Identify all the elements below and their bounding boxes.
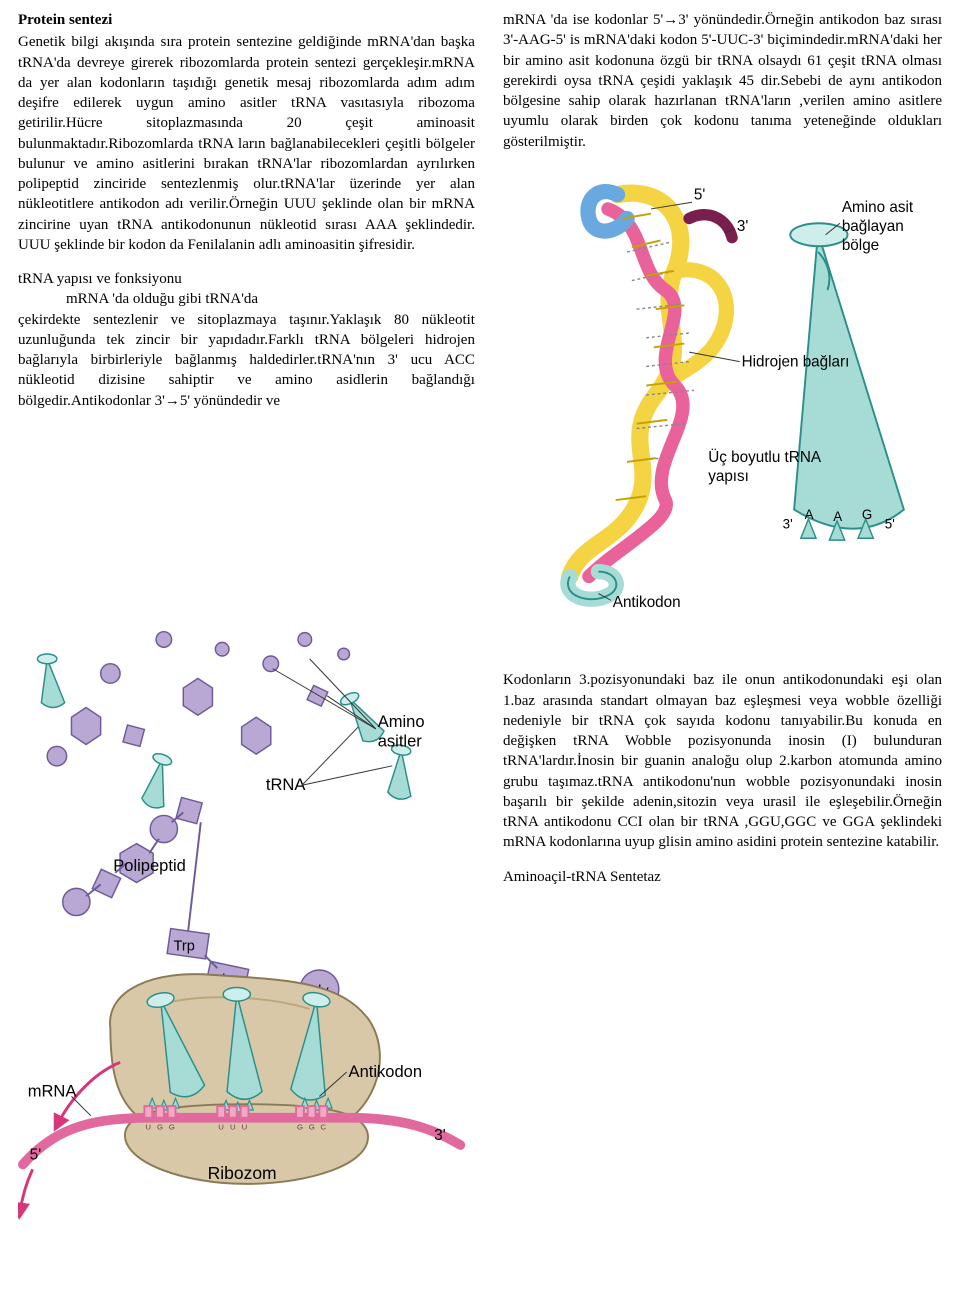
lbl-mrna: mRNA bbox=[28, 1082, 77, 1101]
lbl-3d-1: Üç boyutlu tRNA bbox=[708, 448, 822, 466]
lbl-antikodon: Antikodon bbox=[349, 1062, 422, 1081]
lbl-amino-1: Amino bbox=[378, 712, 425, 731]
svg-ribosome: Trp Phe Gly bbox=[18, 620, 475, 1223]
amino-binding-cone-icon: A A G 3' 5' bbox=[783, 223, 904, 540]
svg-text:U: U bbox=[230, 1123, 236, 1132]
lbl-5: 5' bbox=[30, 1147, 42, 1164]
para-right-2: Kodonların 3.pozisyonundaki baz ile onun… bbox=[503, 670, 942, 852]
lbl-polypeptid: Polipeptid bbox=[113, 856, 186, 875]
left-column: Protein sentezi Genetik bilgi akışında s… bbox=[18, 10, 475, 614]
svg-text:U: U bbox=[242, 1123, 248, 1132]
lbl-3: 3' bbox=[434, 1127, 446, 1144]
figure-trna-structure: A A G 3' 5' 5' 3' Amino asit bağlayan bö… bbox=[503, 166, 942, 615]
lbl-trna: tRNA bbox=[266, 775, 305, 794]
lbl-aminosite-1: Amino asit bbox=[842, 199, 914, 216]
lbl-aminosite-3: bölge bbox=[842, 237, 879, 254]
cone-3prime: 3' bbox=[783, 516, 793, 531]
para-left-2b: çekirdekte sentezlenir ve sitoplazmaya t… bbox=[18, 312, 475, 409]
heading-protein-sentezi: Protein sentezi bbox=[18, 10, 475, 30]
heading-aminoacil: Aminoaçil-tRNA Sentetaz bbox=[503, 867, 942, 887]
lbl-5prime: 5' bbox=[694, 186, 705, 203]
trna-3d-icon bbox=[568, 191, 732, 599]
figure-ribosome: Trp Phe Gly bbox=[18, 620, 475, 1229]
lbl-ribozom: Ribozom bbox=[208, 1163, 277, 1183]
svg-text:G: G bbox=[309, 1123, 315, 1132]
right-column: mRNA 'da ise kodonlar 5'→3' yönündedir.Ö… bbox=[503, 10, 942, 614]
lbl-3d-2: yapısı bbox=[708, 468, 749, 485]
svg-text:G: G bbox=[297, 1123, 303, 1132]
para-left-1: Genetik bilgi akışında sıra protein sent… bbox=[18, 32, 475, 255]
lbl-trp: Trp bbox=[174, 939, 195, 955]
svg-text:G: G bbox=[157, 1123, 163, 1132]
scatter-amino-trna-icon bbox=[37, 632, 418, 811]
para-left-2: mRNA 'da olduğu gibi tRNA'da çekirdekte … bbox=[18, 289, 475, 411]
lbl-aminosite-2: bağlayan bbox=[842, 218, 904, 235]
h2-text: tRNA yapısı ve fonksiyonu bbox=[18, 271, 182, 287]
heading-trna-yapisi: tRNA yapısı ve fonksiyonu bbox=[18, 269, 475, 289]
base-a1: A bbox=[805, 507, 814, 522]
svg-text:G: G bbox=[169, 1123, 175, 1132]
lbl-3prime: 3' bbox=[737, 218, 748, 235]
right-lower-text: Kodonların 3.pozisyonundaki baz ile onun… bbox=[503, 620, 942, 1229]
para-right-1: mRNA 'da ise kodonlar 5'→3' yönündedir.Ö… bbox=[503, 10, 942, 152]
lower-columns: Trp Phe Gly bbox=[18, 620, 942, 1229]
base-a2: A bbox=[833, 509, 842, 524]
cone-5prime: 5' bbox=[885, 516, 895, 531]
svg-trna: A A G 3' 5' 5' 3' Amino asit bağlayan bö… bbox=[503, 166, 942, 615]
lbl-anticodon: Antikodon bbox=[613, 594, 681, 611]
para-left-2a: mRNA 'da olduğu gibi tRNA'da bbox=[18, 289, 475, 309]
upper-columns: Protein sentezi Genetik bilgi akışında s… bbox=[18, 10, 942, 614]
lbl-amino-2: asitler bbox=[378, 732, 423, 751]
svg-text:C: C bbox=[320, 1123, 326, 1132]
lbl-hbond: Hidrojen bağları bbox=[742, 353, 850, 370]
svg-text:U: U bbox=[145, 1123, 151, 1132]
svg-text:U: U bbox=[218, 1123, 224, 1132]
base-g: G bbox=[862, 507, 872, 522]
